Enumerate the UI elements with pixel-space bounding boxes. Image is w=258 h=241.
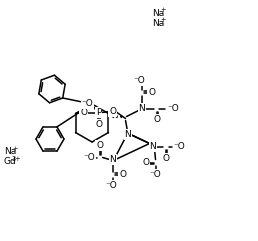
Text: O: O [95, 120, 102, 129]
Text: P: P [96, 108, 101, 117]
Text: O: O [142, 158, 149, 167]
Text: Na: Na [152, 8, 164, 18]
Text: ⁻O: ⁻O [174, 142, 185, 151]
Text: O: O [148, 88, 155, 97]
Text: Na: Na [4, 147, 16, 156]
Text: •••: ••• [111, 114, 125, 122]
Text: N: N [124, 130, 131, 139]
Text: O: O [109, 107, 116, 116]
Text: ⁻O: ⁻O [82, 99, 93, 108]
Text: ⁻O: ⁻O [84, 153, 95, 162]
Text: ⁻O: ⁻O [106, 181, 117, 190]
Text: ⁻O: ⁻O [150, 170, 162, 179]
Text: N: N [149, 142, 156, 151]
Text: O: O [119, 170, 126, 179]
Text: +: + [160, 17, 165, 23]
Text: Gd: Gd [4, 158, 17, 167]
Text: O: O [162, 154, 169, 163]
Text: ⁻O: ⁻O [134, 76, 146, 85]
Text: 3+: 3+ [12, 156, 21, 162]
Text: O: O [153, 115, 160, 124]
Text: O: O [96, 141, 103, 150]
Text: +: + [160, 7, 165, 13]
Text: N: N [138, 104, 145, 113]
Text: O: O [80, 108, 87, 117]
Text: +: + [12, 146, 17, 152]
Text: N: N [109, 155, 116, 164]
Text: Na: Na [152, 19, 164, 27]
Text: ⁻O: ⁻O [167, 104, 179, 113]
